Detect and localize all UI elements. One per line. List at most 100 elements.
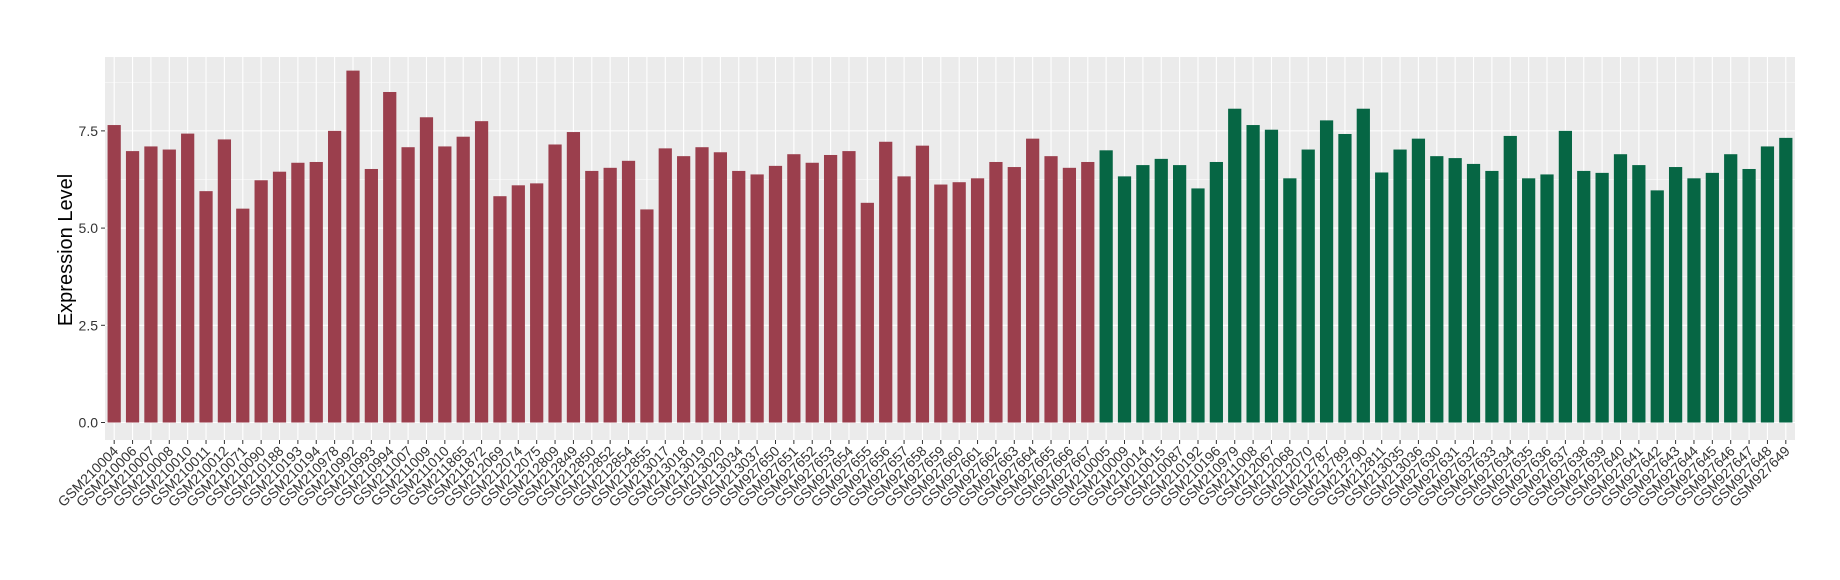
bar-GSM212070 (1301, 149, 1315, 423)
bar-GSM213020 (713, 152, 727, 423)
bar-GSM927667 (1081, 161, 1095, 423)
bar-GSM927634 (1503, 135, 1517, 423)
bar-GSM927635 (1522, 178, 1536, 423)
bar-GSM927643 (1668, 167, 1683, 423)
bar-GSM927656 (879, 141, 893, 423)
bar-GSM212074 (511, 185, 525, 423)
bar-GSM211865 (456, 136, 470, 423)
bar-GSM212809 (548, 144, 562, 423)
y-tick-label: 0.0 (79, 415, 99, 431)
bar-GSM210978 (328, 130, 342, 423)
bar-GSM927642 (1650, 190, 1664, 423)
bar-GSM212069 (493, 196, 507, 423)
bar-GSM212068 (1283, 178, 1297, 423)
bar-GSM213036 (1411, 138, 1426, 423)
bar-GSM210994 (383, 91, 397, 423)
bar-GSM213037 (750, 174, 764, 423)
bar-GSM212789 (1338, 133, 1352, 423)
bar-GSM927666 (1062, 167, 1077, 423)
bar-GSM927653 (823, 154, 838, 423)
bar-GSM210993 (364, 168, 378, 423)
bar-GSM213035 (1393, 149, 1407, 423)
y-tick-label: 7.5 (79, 123, 99, 139)
bar-GSM927638 (1577, 170, 1591, 423)
y-tick-label: 5.0 (79, 220, 99, 236)
bar-GSM927633 (1485, 170, 1499, 423)
bar-GSM210196 (1209, 161, 1223, 423)
bar-GSM212811 (1375, 172, 1389, 423)
bar-GSM210193 (291, 162, 305, 423)
bar-GSM927650 (768, 165, 783, 423)
bar-GSM210005 (1099, 150, 1113, 423)
bar-GSM213019 (695, 147, 709, 423)
bar-GSM210012 (217, 139, 232, 423)
bar-GSM927657 (897, 176, 911, 423)
bar-GSM210004 (107, 125, 121, 423)
bar-GSM927644 (1687, 178, 1701, 423)
bar-GSM210194 (309, 161, 323, 423)
bar-GSM212850 (585, 170, 599, 423)
bar-GSM927639 (1595, 172, 1609, 423)
bar-GSM927660 (952, 182, 966, 423)
bar-GSM927647 (1742, 168, 1756, 423)
bar-GSM210192 (1191, 188, 1205, 423)
bar-GSM210014 (1136, 165, 1150, 423)
bar-GSM927652 (805, 162, 819, 423)
bar-GSM212787 (1319, 120, 1334, 423)
bar-GSM210011 (199, 191, 213, 423)
bar-GSM927645 (1705, 172, 1719, 423)
bar-GSM927654 (842, 151, 856, 423)
bar-GSM210188 (272, 171, 287, 423)
bar-GSM927664 (1026, 138, 1040, 423)
bar-GSM210979 (1228, 108, 1242, 423)
bar-GSM927659 (934, 184, 948, 423)
bar-GSM927663 (1007, 167, 1021, 423)
y-tick-label: 2.5 (79, 317, 99, 333)
bar-GSM927637 (1558, 130, 1572, 423)
bar-GSM927648 (1760, 146, 1775, 423)
bar-GSM927655 (860, 202, 874, 423)
bar-GSM212849 (566, 132, 581, 423)
bar-GSM927630 (1430, 156, 1444, 423)
bar-GSM213018 (677, 156, 691, 423)
bar-GSM213034 (732, 170, 746, 423)
bars (107, 70, 1793, 423)
bar-GSM211008 (1246, 125, 1260, 423)
bar-GSM212075 (530, 183, 544, 423)
bar-GSM212067 (1264, 129, 1279, 423)
bar-GSM927636 (1540, 174, 1554, 423)
bar-GSM927640 (1613, 154, 1628, 423)
bar-GSM210008 (162, 149, 176, 423)
y-axis: 0.0 2.5 5.0 7.5 (79, 123, 105, 431)
bar-GSM213017 (658, 148, 672, 423)
bar-GSM210090 (254, 180, 268, 423)
bar-GSM211010 (438, 146, 452, 423)
bar-GSM927665 (1044, 156, 1058, 423)
x-axis: GSM210004GSM210006GSM210007GSM210008GSM2… (54, 440, 1793, 510)
bar-GSM212855 (640, 209, 654, 423)
bar-GSM211009 (419, 117, 434, 423)
bar-GSM927632 (1466, 163, 1481, 423)
bar-GSM211007 (401, 147, 415, 423)
bar-GSM210015 (1154, 158, 1168, 423)
bar-GSM210009 (1117, 176, 1132, 423)
bar-GSM927649 (1779, 137, 1793, 423)
bar-GSM212852 (603, 167, 617, 423)
bar-GSM927641 (1632, 165, 1646, 423)
bar-GSM210010 (181, 133, 195, 423)
bar-GSM210992 (346, 70, 360, 423)
bar-GSM927646 (1724, 154, 1738, 423)
bar-GSM927658 (915, 145, 930, 423)
bar-GSM927661 (970, 178, 985, 423)
bar-GSM210071 (236, 208, 250, 423)
bar-GSM927651 (787, 154, 801, 423)
bar-GSM211872 (474, 121, 489, 423)
bar-GSM927631 (1448, 158, 1462, 423)
y-axis-title: Expression Level (55, 174, 77, 326)
bar-GSM210007 (144, 146, 158, 423)
bar-GSM927662 (989, 161, 1003, 423)
bar-GSM210087 (1173, 165, 1187, 423)
bar-GSM212854 (621, 160, 636, 423)
bar-GSM210006 (125, 151, 140, 423)
